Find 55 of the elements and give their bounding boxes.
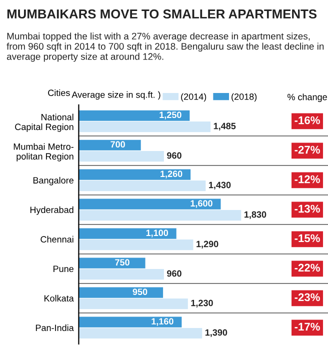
bar	[78, 169, 191, 180]
data-label: 1,160	[152, 318, 174, 326]
data-label: 1,290	[196, 240, 218, 248]
data-label: 1,250	[160, 112, 182, 120]
y-tick-label: Bangalore	[33, 176, 74, 186]
bar	[78, 316, 182, 328]
bar	[78, 268, 164, 280]
data-label: 960	[167, 152, 182, 159]
y-tick-label: Mumbai Metro- politan Region	[14, 143, 74, 162]
bar	[78, 121, 211, 132]
legend-label: (2018)	[232, 93, 257, 102]
data-label: 700	[110, 141, 125, 148]
chart-title: MUMBAIKARS MOVE TO SMALLER APARTMENTS	[7, 9, 317, 19]
data-label: 1,485	[214, 122, 236, 131]
y-tick-label: Chennai	[40, 236, 74, 243]
data-label: 1,100	[146, 230, 168, 238]
y-tick-label: National Capital Region	[15, 114, 74, 132]
chart-subtitle: Mumbai topped the list with a 27% average decrease in apartment sizes, from 960 sqft in 2014 to 700 sqft in 2018. Bengaluru saw the least decline in average property size at around 12%.	[6, 32, 324, 62]
text: -22%	[294, 264, 320, 272]
text: -27%	[294, 146, 320, 154]
text: -17%	[294, 322, 320, 331]
text: -12%	[294, 175, 320, 184]
y-tick-label: Kolkata	[44, 294, 74, 302]
y-tick-label: Pan-India	[36, 324, 74, 332]
bar	[78, 180, 206, 192]
y-tick-label: Hyderabad	[30, 206, 74, 215]
data-label: 1,230	[191, 300, 213, 308]
text: -13%	[294, 204, 320, 213]
data-label: 1,600	[190, 200, 212, 208]
text: -15%	[294, 234, 320, 242]
data-label: 750	[115, 259, 130, 266]
data-label: 1,260	[160, 170, 182, 178]
bar	[78, 110, 190, 121]
bar	[78, 228, 176, 239]
bar	[78, 239, 194, 250]
data-label: 1,830	[244, 211, 266, 219]
bar	[78, 210, 242, 221]
bar	[78, 258, 146, 268]
data-label: 950	[132, 288, 148, 296]
bar	[78, 140, 141, 150]
data-label: 1,430	[209, 182, 231, 190]
x-axis-title: Average size in sq.ft. )	[72, 91, 160, 100]
data-label: 1,390	[205, 329, 228, 337]
text: -23%	[294, 293, 320, 302]
data-label: 960	[167, 270, 182, 277]
bar	[78, 328, 202, 339]
y-axis-title: Cities	[48, 89, 70, 96]
bar	[78, 198, 221, 210]
y-tick-label: Pune	[54, 266, 74, 272]
legend-label: (2014)	[181, 93, 206, 102]
bar	[78, 150, 164, 162]
text: % change	[288, 94, 327, 102]
bar	[78, 287, 164, 298]
bar	[78, 298, 188, 310]
text: -16%	[294, 116, 320, 124]
